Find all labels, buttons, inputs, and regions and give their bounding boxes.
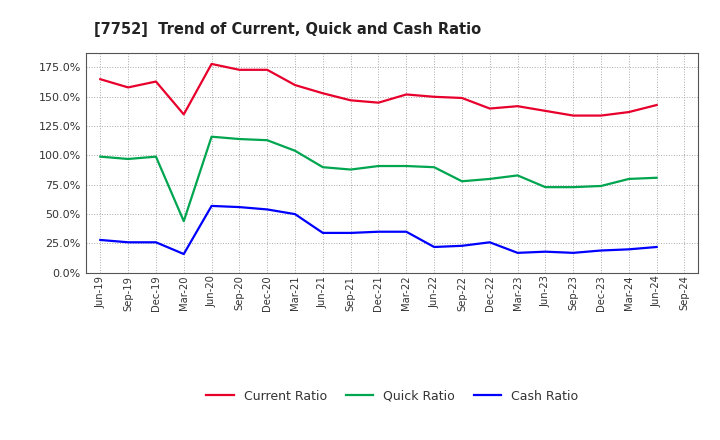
Quick Ratio	[569, 184, 577, 190]
Current Ratio	[374, 100, 383, 105]
Cash Ratio	[652, 244, 661, 249]
Current Ratio	[96, 77, 104, 82]
Cash Ratio	[346, 230, 355, 235]
Current Ratio	[485, 106, 494, 111]
Cash Ratio	[124, 240, 132, 245]
Current Ratio	[624, 110, 633, 115]
Current Ratio	[263, 67, 271, 73]
Cash Ratio	[430, 244, 438, 249]
Quick Ratio	[652, 175, 661, 180]
Quick Ratio	[179, 219, 188, 224]
Quick Ratio	[374, 163, 383, 169]
Current Ratio	[597, 113, 606, 118]
Cash Ratio	[235, 205, 243, 210]
Quick Ratio	[346, 167, 355, 172]
Current Ratio	[124, 85, 132, 90]
Quick Ratio	[207, 134, 216, 139]
Cash Ratio	[291, 212, 300, 217]
Current Ratio	[402, 92, 410, 97]
Current Ratio	[513, 103, 522, 109]
Quick Ratio	[291, 148, 300, 154]
Current Ratio	[152, 79, 161, 84]
Quick Ratio	[96, 154, 104, 159]
Cash Ratio	[179, 251, 188, 257]
Quick Ratio	[513, 173, 522, 178]
Quick Ratio	[485, 176, 494, 182]
Cash Ratio	[569, 250, 577, 256]
Current Ratio	[652, 103, 661, 108]
Cash Ratio	[541, 249, 550, 254]
Current Ratio	[207, 61, 216, 66]
Current Ratio	[346, 98, 355, 103]
Quick Ratio	[458, 179, 467, 184]
Current Ratio	[458, 95, 467, 101]
Cash Ratio	[152, 240, 161, 245]
Cash Ratio	[96, 237, 104, 242]
Current Ratio	[430, 94, 438, 99]
Cash Ratio	[624, 247, 633, 252]
Current Ratio	[569, 113, 577, 118]
Legend: Current Ratio, Quick Ratio, Cash Ratio: Current Ratio, Quick Ratio, Cash Ratio	[202, 385, 583, 407]
Cash Ratio	[458, 243, 467, 249]
Cash Ratio	[485, 240, 494, 245]
Quick Ratio	[597, 183, 606, 189]
Current Ratio	[541, 108, 550, 114]
Current Ratio	[235, 67, 243, 73]
Current Ratio	[318, 91, 327, 96]
Quick Ratio	[263, 138, 271, 143]
Line: Current Ratio: Current Ratio	[100, 64, 657, 116]
Cash Ratio	[263, 207, 271, 212]
Line: Quick Ratio: Quick Ratio	[100, 137, 657, 221]
Quick Ratio	[152, 154, 161, 159]
Cash Ratio	[374, 229, 383, 235]
Quick Ratio	[124, 156, 132, 161]
Quick Ratio	[402, 163, 410, 169]
Line: Cash Ratio: Cash Ratio	[100, 206, 657, 254]
Quick Ratio	[624, 176, 633, 182]
Cash Ratio	[402, 229, 410, 235]
Cash Ratio	[207, 203, 216, 209]
Quick Ratio	[318, 165, 327, 170]
Cash Ratio	[513, 250, 522, 256]
Quick Ratio	[430, 165, 438, 170]
Current Ratio	[179, 112, 188, 117]
Quick Ratio	[235, 136, 243, 142]
Cash Ratio	[318, 230, 327, 235]
Text: [7752]  Trend of Current, Quick and Cash Ratio: [7752] Trend of Current, Quick and Cash …	[94, 22, 481, 37]
Current Ratio	[291, 82, 300, 88]
Quick Ratio	[541, 184, 550, 190]
Cash Ratio	[597, 248, 606, 253]
